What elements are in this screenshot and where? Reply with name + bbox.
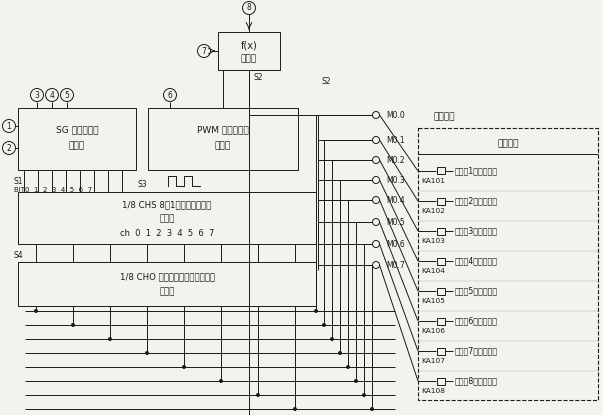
Text: 7: 7 [201, 46, 206, 56]
Bar [437, 257, 445, 264]
Circle shape [31, 88, 43, 102]
Text: ch  0  1  2  3  4  5  6  7: ch 0 1 2 3 4 5 6 7 [120, 229, 214, 237]
Text: 5: 5 [65, 90, 69, 100]
Text: S1: S1 [14, 176, 24, 186]
Bar [218, 32, 280, 70]
Text: KA106: KA106 [421, 328, 445, 334]
Circle shape [373, 219, 379, 225]
Text: M0.4: M0.4 [386, 195, 405, 205]
Bar [437, 317, 445, 325]
Circle shape [108, 337, 112, 341]
Text: M0.7: M0.7 [386, 261, 405, 269]
Text: 1/8 CHS 8选1输出通道选择器: 1/8 CHS 8选1输出通道选择器 [122, 200, 212, 210]
Text: PWM 方波发生器: PWM 方波发生器 [197, 125, 249, 134]
Text: KA103: KA103 [421, 238, 445, 244]
Text: M0.5: M0.5 [386, 217, 405, 227]
Circle shape [373, 156, 379, 164]
Text: 4: 4 [49, 90, 54, 100]
Text: （二）: （二） [241, 54, 257, 63]
Text: 吹灰镱5控制继电器: 吹灰镱5控制继电器 [455, 286, 498, 295]
Text: KA105: KA105 [421, 298, 445, 304]
Bar [437, 198, 445, 205]
Bar [18, 262, 316, 306]
Circle shape [373, 112, 379, 119]
Circle shape [198, 44, 210, 58]
Text: 吹灰镱3控制继电器: 吹灰镱3控制继电器 [455, 227, 498, 235]
Text: （三）: （三） [215, 142, 231, 151]
Text: KA108: KA108 [421, 388, 445, 394]
Bar [437, 288, 445, 295]
Text: （五）: （五） [159, 288, 175, 296]
Text: M0.3: M0.3 [386, 176, 405, 185]
Text: M0.0: M0.0 [386, 110, 405, 120]
Circle shape [71, 323, 75, 327]
Text: M0.2: M0.2 [386, 156, 405, 164]
Circle shape [373, 241, 379, 247]
Circle shape [45, 88, 58, 102]
Bar [437, 227, 445, 234]
Circle shape [322, 323, 326, 327]
Circle shape [346, 365, 350, 369]
Circle shape [163, 88, 177, 102]
Text: 6: 6 [168, 90, 172, 100]
Bar [437, 378, 445, 385]
Circle shape [330, 337, 334, 341]
Circle shape [293, 407, 297, 411]
Circle shape [2, 120, 16, 132]
Text: M0.6: M0.6 [386, 239, 405, 249]
Text: 吹灰镱2控制继电器: 吹灰镱2控制继电器 [455, 196, 498, 205]
Text: 输出信号: 输出信号 [433, 112, 455, 122]
Text: f(x): f(x) [241, 40, 257, 50]
Text: KA104: KA104 [421, 268, 445, 274]
Circle shape [145, 351, 149, 355]
Circle shape [354, 379, 358, 383]
Circle shape [373, 261, 379, 269]
Text: KA107: KA107 [421, 358, 445, 364]
Circle shape [60, 88, 74, 102]
Text: 外部输出: 外部输出 [497, 139, 519, 149]
Circle shape [256, 393, 260, 397]
Text: 吹灰镱4控制继电器: 吹灰镱4控制继电器 [455, 256, 498, 266]
Text: BIT0  1  2  3  4  5  6  7: BIT0 1 2 3 4 5 6 7 [14, 187, 92, 193]
Text: 1/8 CHO 多通道数字信号输出单元: 1/8 CHO 多通道数字信号输出单元 [119, 273, 215, 281]
Circle shape [314, 309, 318, 313]
Circle shape [2, 142, 16, 154]
Text: SG 順序发生器: SG 順序发生器 [55, 125, 98, 134]
Bar [437, 347, 445, 354]
Bar [148, 108, 298, 170]
Text: 吹灰镱1控制继电器: 吹灰镱1控制继电器 [455, 166, 498, 176]
Bar [437, 168, 445, 174]
Circle shape [370, 407, 374, 411]
Text: S3: S3 [138, 180, 148, 188]
Text: M0.1: M0.1 [386, 136, 405, 144]
Circle shape [219, 379, 223, 383]
Text: 8: 8 [247, 3, 251, 12]
Text: KA102: KA102 [421, 208, 445, 214]
Text: 吹灰镱6控制继电器: 吹灰镱6控制继电器 [455, 317, 498, 325]
Text: S4: S4 [14, 251, 24, 259]
Circle shape [242, 2, 256, 15]
Text: 3: 3 [34, 90, 39, 100]
Text: KA101: KA101 [421, 178, 445, 184]
Text: 吹灰镱8控制继电器: 吹灰镱8控制继电器 [455, 376, 498, 386]
Circle shape [362, 393, 366, 397]
Bar [18, 192, 316, 244]
Text: 吹灰镱7控制继电器: 吹灰镱7控制继电器 [455, 347, 498, 356]
Circle shape [34, 309, 38, 313]
Bar [18, 108, 136, 170]
Circle shape [182, 365, 186, 369]
Text: （一）: （一） [69, 142, 85, 151]
Circle shape [373, 196, 379, 203]
Text: S2: S2 [321, 78, 330, 86]
Circle shape [338, 351, 342, 355]
Text: 2: 2 [7, 144, 11, 152]
Circle shape [373, 176, 379, 183]
Text: 1: 1 [7, 122, 11, 130]
Text: S2: S2 [254, 73, 264, 83]
Circle shape [373, 137, 379, 144]
Text: （四）: （四） [159, 215, 175, 224]
Bar [418, 128, 598, 400]
